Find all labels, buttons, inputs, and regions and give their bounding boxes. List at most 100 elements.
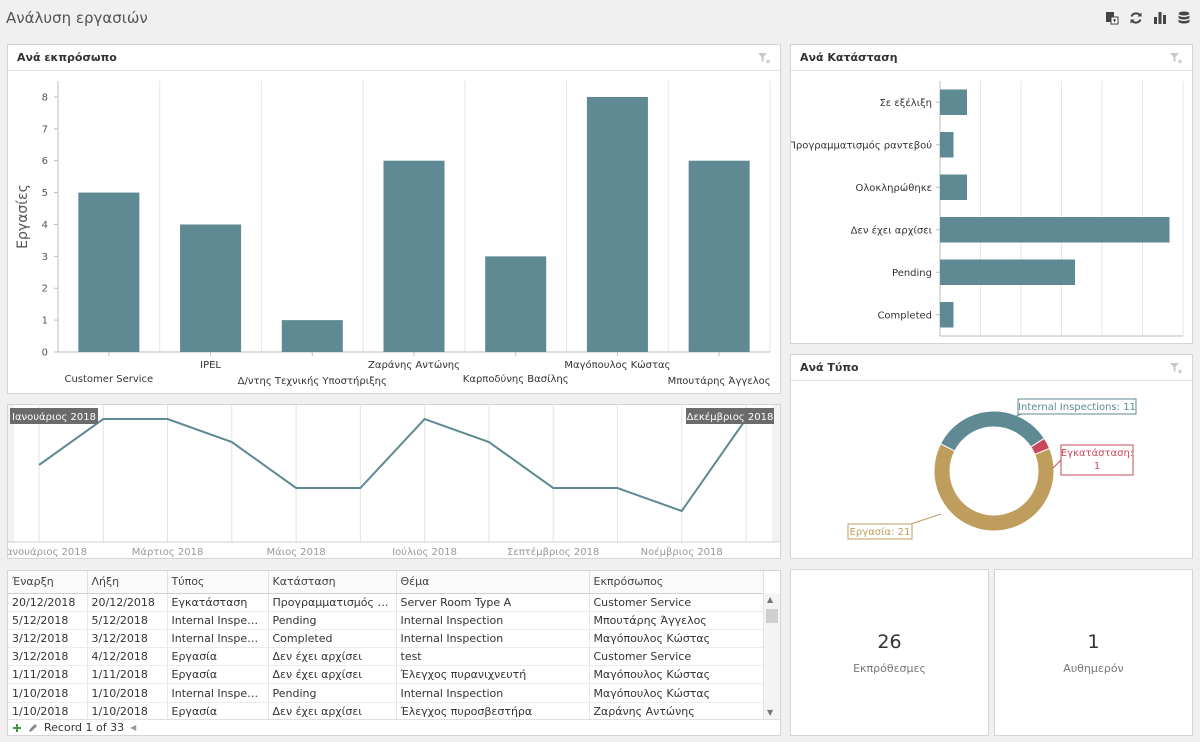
table-cell[interactable]: Internal Inspections [167, 683, 269, 703]
table-cell[interactable]: Internal Inspection [396, 611, 590, 630]
refresh-icon[interactable] [1128, 10, 1144, 26]
table-cell[interactable]: Προγραμματισμός ραντεβού [268, 593, 397, 612]
clear-filter-icon[interactable] [757, 51, 771, 65]
bar [940, 217, 1170, 243]
table-cell[interactable]: 1/11/2018 [87, 665, 168, 685]
bar [940, 302, 954, 328]
table-cell[interactable]: 3/12/2018 [8, 647, 88, 667]
slice-label-box [1060, 444, 1134, 476]
table-cell[interactable]: Server Room Type A [396, 593, 590, 612]
y-tick-label: Completed [877, 310, 932, 321]
table-cell[interactable]: 5/12/2018 [87, 611, 168, 630]
table-cell[interactable]: 5/12/2018 [8, 611, 88, 630]
panel-timeline: Ιανουάριος 2018 Μάρτιος 2018 Μάιος 2018 Ιού… [3, 404, 781, 559]
column-header[interactable]: Κατάσταση [268, 571, 397, 594]
table-cell[interactable]: 1/10/2018 [87, 683, 168, 703]
bar-chart-icon[interactable] [1152, 10, 1168, 26]
table-cell[interactable]: 20/12/2018 [87, 593, 168, 612]
table-cell[interactable]: Pending [268, 611, 397, 630]
x-tick-label: Ζαράνης Αντώνης [368, 359, 460, 371]
scroll-left-icon[interactable]: ◀ [130, 723, 137, 732]
clear-filter-icon[interactable] [1169, 51, 1183, 65]
table-cell[interactable]: test [396, 647, 590, 667]
table-cell[interactable]: Έλεγχος πυρανιχνευτή [396, 665, 590, 685]
bar [281, 320, 343, 352]
x-tick-label: Ιούλιος 2018 [392, 546, 457, 558]
column-header[interactable]: Λήξη [87, 571, 168, 594]
slice-label: Internal Inspections: 11 [1018, 402, 1136, 413]
add-record-icon[interactable] [12, 723, 22, 733]
bar [940, 174, 967, 200]
edit-record-icon[interactable] [28, 723, 38, 733]
table-cell[interactable]: Completed [268, 629, 397, 649]
x-tick-label: Νοέμβριος 2018 [641, 546, 723, 558]
x-tick-label: Μπουτάρης Άγγελος [668, 375, 771, 387]
slice-label-box [847, 523, 913, 540]
table-cell[interactable]: 1/10/2018 [8, 702, 88, 721]
table-cell[interactable]: 4/12/2018 [87, 647, 168, 667]
bar [688, 160, 750, 352]
table-row[interactable]: 20/12/2018 20/12/2018 Εγκατάσταση Προγραμμα… [8, 593, 764, 612]
table-cell[interactable]: Pending [268, 683, 397, 703]
table-cell[interactable]: Internal Inspection [396, 629, 590, 649]
dashboard-toolbar [1104, 10, 1192, 26]
table-cell[interactable]: Μαγόπουλος Κώστας [589, 683, 764, 703]
y-tick-label: 7 [42, 124, 48, 135]
x-tick-label: Σεπτέμβριος 2018 [507, 546, 599, 558]
column-header[interactable]: Θέμα [396, 571, 590, 594]
table-cell[interactable]: Δεν έχει αρχίσει [268, 665, 397, 685]
slice-label: Εργασία: 21 [850, 526, 911, 538]
range-handle-right [772, 405, 780, 542]
bar [485, 256, 547, 352]
card-overdue: 26 Εκπρόθεσμες [790, 569, 989, 736]
table-cell[interactable]: 1/10/2018 [8, 683, 88, 703]
table-cell[interactable]: Εργασία [167, 665, 269, 685]
table-cell[interactable]: Εργασία [167, 647, 269, 667]
slice-label-box [1017, 398, 1137, 415]
table-cell[interactable]: Μαγόπουλος Κώστας [589, 665, 764, 685]
y-tick-label: Προγραμματισμός ραντεβού [791, 139, 932, 151]
clear-filter-icon[interactable] [1169, 361, 1183, 375]
table-cell[interactable]: 3/12/2018 [8, 629, 88, 649]
panel-title: Ανά εκπρόσωπο [17, 51, 117, 64]
table-cell[interactable]: Μαγόπουλος Κώστας [589, 629, 764, 649]
table-row[interactable]: 1/11/2018 1/11/2018 Εργασία Δεν έχει αρχίσε… [8, 665, 764, 685]
card-label: Εκπρόθεσμες [853, 661, 926, 675]
export-icon[interactable] [1104, 10, 1120, 26]
table-cell[interactable]: Internal Inspection [396, 683, 590, 703]
table-cell[interactable]: Internal Inspections [167, 629, 269, 649]
table-cell[interactable]: Εργασία [167, 702, 269, 721]
database-icon[interactable] [1176, 10, 1192, 26]
table-row[interactable]: 3/12/2018 4/12/2018 Εργασία Δεν έχει αρχίσε… [8, 647, 764, 667]
table-cell[interactable]: Δεν έχει αρχίσει [268, 702, 397, 721]
table-cell[interactable]: 1/10/2018 [87, 702, 168, 721]
table-cell[interactable]: Customer Service [589, 647, 764, 667]
column-header[interactable]: Εκπρόσωπος [589, 571, 764, 594]
donut-slice [933, 443, 1055, 532]
grid-vertical-scrollbar[interactable]: ▲ ▼ [763, 593, 780, 719]
range-handle-left [8, 405, 14, 542]
column-header[interactable]: Έναρξη [8, 571, 88, 594]
scroll-up-icon[interactable]: ▲ [767, 595, 774, 604]
column-header[interactable]: Τύπος [167, 571, 269, 594]
table-cell[interactable]: Internal Inspections [167, 611, 269, 630]
representative-bar-chart: 0 1 2 3 4 5 6 7 8 Εργασίες Customer Service IPEL Δ/ν… [15, 81, 771, 387]
table-cell[interactable]: 1/11/2018 [8, 665, 88, 685]
table-cell[interactable]: Customer Service [589, 593, 764, 612]
scroll-thumb[interactable] [766, 609, 778, 623]
table-row[interactable]: 1/10/2018 1/10/2018 Εργασία Δεν έχει αρχίσε… [8, 702, 764, 721]
table-cell[interactable]: Δεν έχει αρχίσει [268, 647, 397, 667]
table-cell[interactable]: 3/12/2018 [87, 629, 168, 649]
scroll-down-icon[interactable]: ▼ [767, 708, 774, 717]
table-cell[interactable]: Έλεγχος πυροσβεστήρα [396, 702, 590, 721]
table-cell[interactable]: Μπουτάρης Άγγελος [589, 611, 764, 630]
bar [586, 96, 648, 352]
panel-title: Ανά Κατάσταση [800, 51, 898, 64]
table-cell[interactable]: Ζαράνης Αντώνης [589, 702, 764, 721]
table-cell[interactable]: Εγκατάσταση [167, 593, 269, 612]
series-line [38, 417, 747, 513]
table-cell[interactable]: 20/12/2018 [8, 593, 88, 612]
